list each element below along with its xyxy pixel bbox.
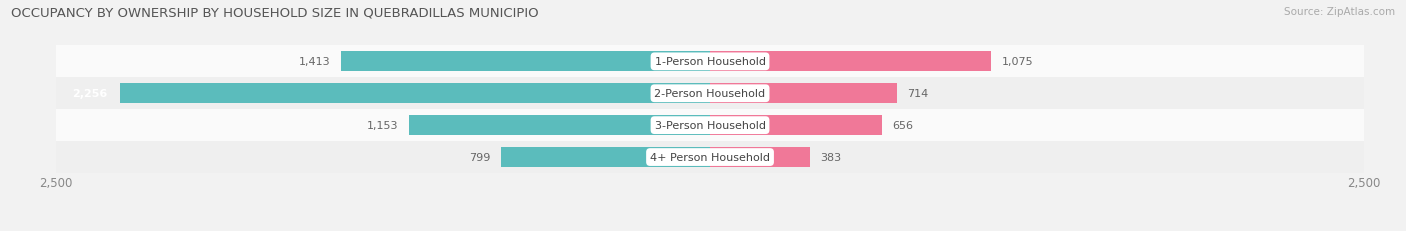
Text: 1-Person Household: 1-Person Household [655,57,765,67]
Text: 1,153: 1,153 [367,121,398,131]
Text: 4+ Person Household: 4+ Person Household [650,152,770,162]
Bar [56,46,1364,78]
Bar [120,84,710,104]
Text: 656: 656 [891,121,912,131]
Text: 799: 799 [470,152,491,162]
Text: Source: ZipAtlas.com: Source: ZipAtlas.com [1284,7,1395,17]
Bar [501,148,710,167]
Bar [340,52,710,72]
Bar [56,110,1364,141]
Bar [710,52,991,72]
Bar [710,84,897,104]
Text: 383: 383 [821,152,842,162]
Bar [56,141,1364,173]
Bar [409,116,710,135]
Text: 2-Person Household: 2-Person Household [654,89,766,99]
Bar [710,148,810,167]
Text: 1,075: 1,075 [1001,57,1033,67]
Text: OCCUPANCY BY OWNERSHIP BY HOUSEHOLD SIZE IN QUEBRADILLAS MUNICIPIO: OCCUPANCY BY OWNERSHIP BY HOUSEHOLD SIZE… [11,7,538,20]
Bar [710,116,882,135]
Text: 2,256: 2,256 [72,89,107,99]
Bar [56,78,1364,110]
Text: 1,413: 1,413 [298,57,330,67]
Text: 3-Person Household: 3-Person Household [655,121,765,131]
Text: 714: 714 [907,89,928,99]
